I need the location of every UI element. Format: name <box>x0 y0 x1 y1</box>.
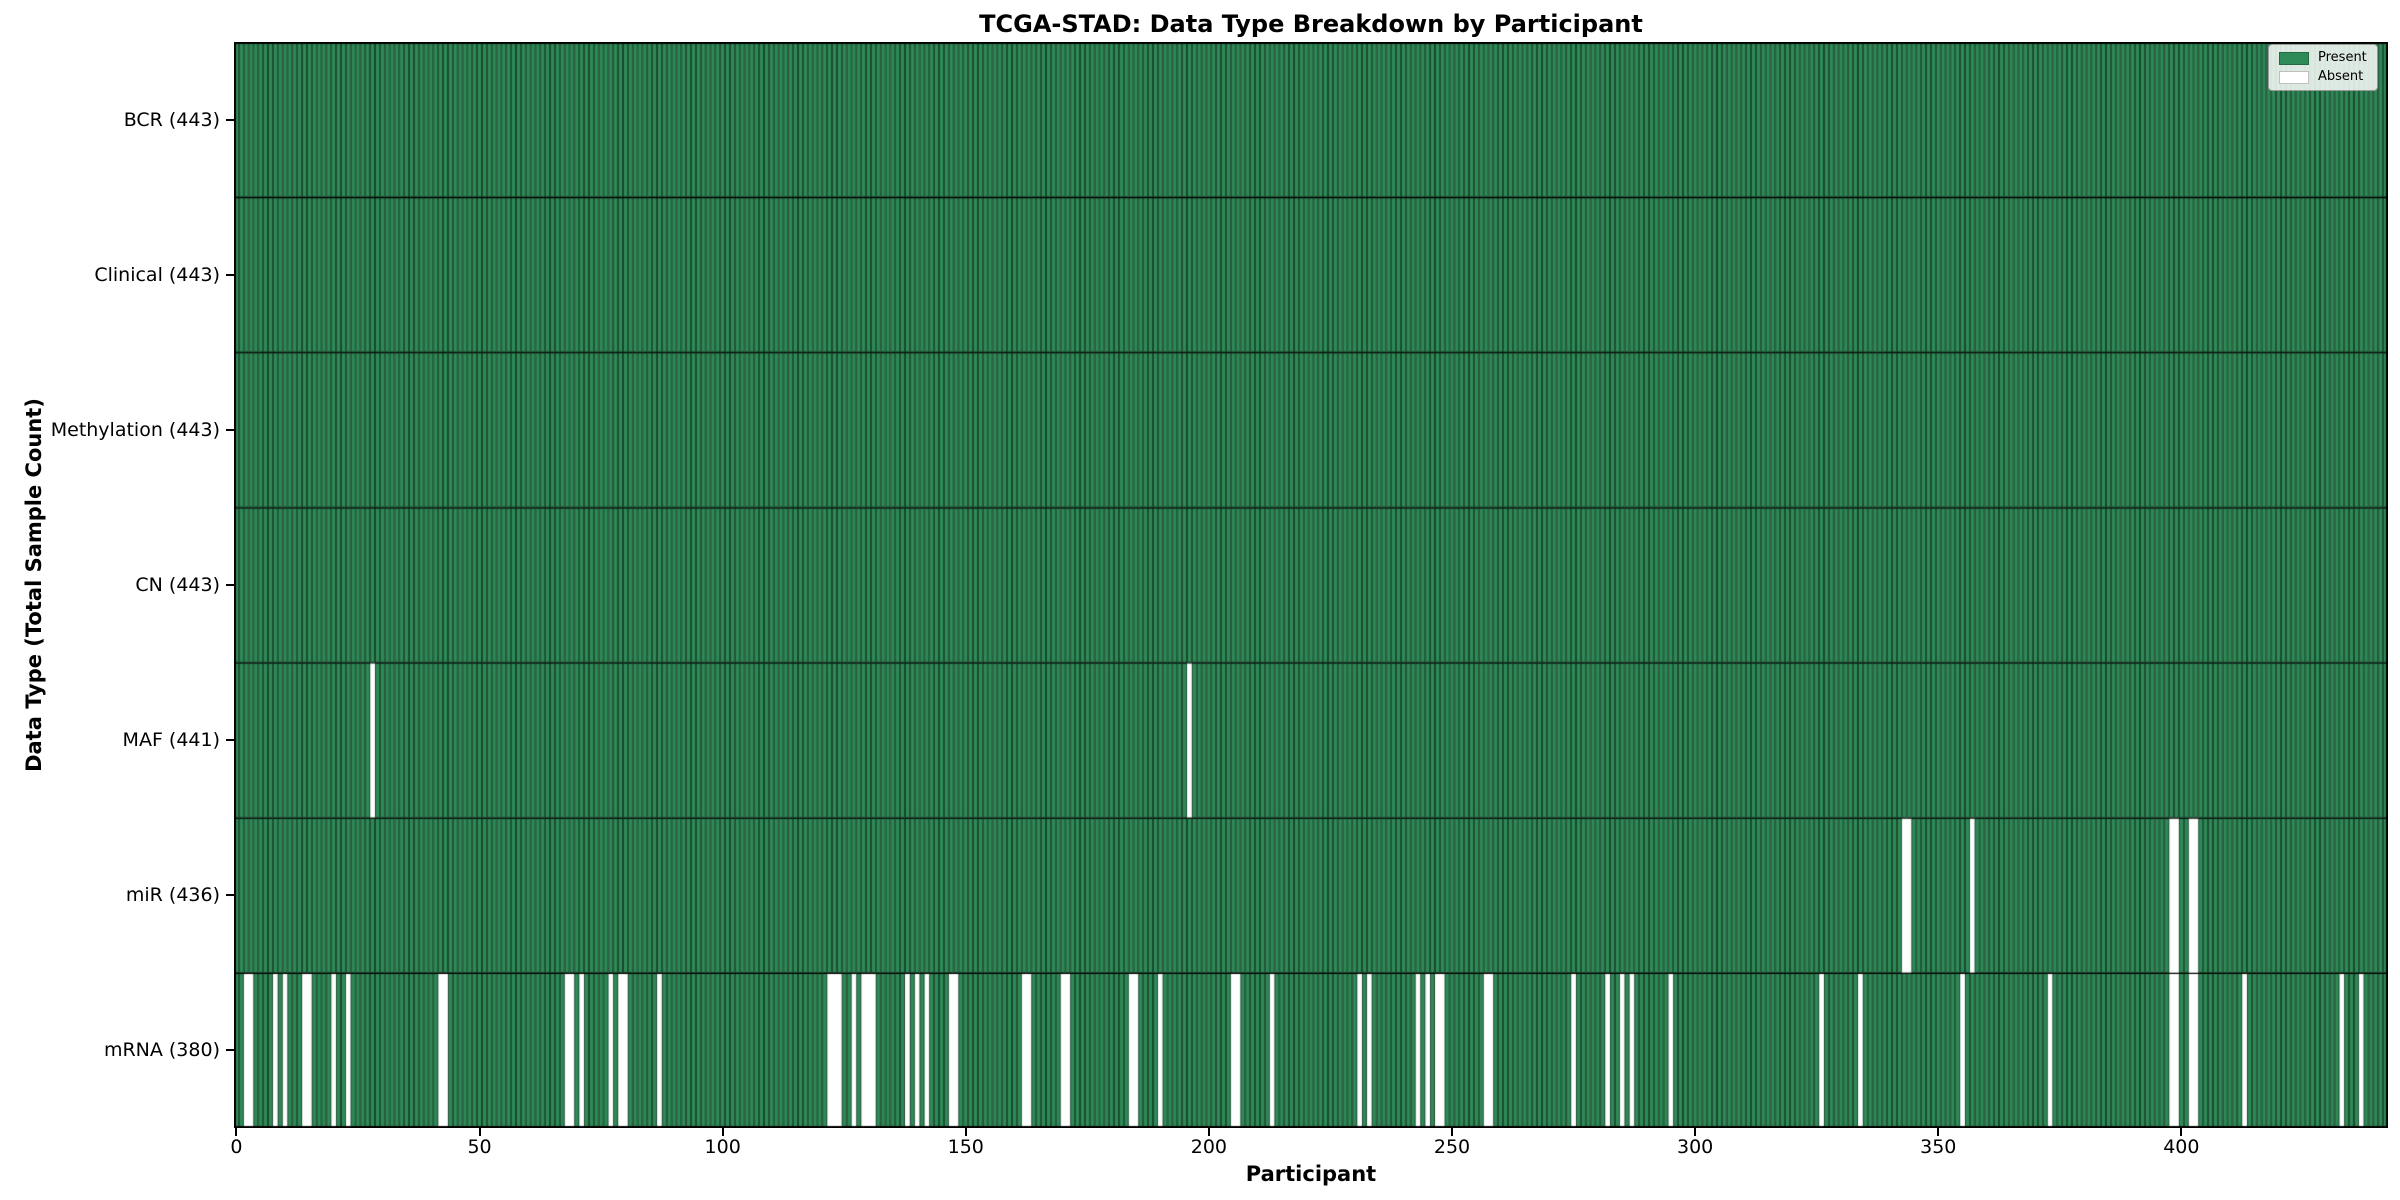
legend-label-absent: Absent <box>2318 69 2364 84</box>
x-tick-mark <box>1451 1128 1453 1136</box>
x-tick-mark <box>721 1128 724 1136</box>
legend-item-absent: Absent <box>2279 70 2367 84</box>
y-tick-label: Methylation (443) <box>50 418 220 441</box>
y-tick-mark <box>226 584 234 586</box>
plot-area-canvas <box>234 42 2388 1128</box>
y-tick-mark <box>226 739 234 742</box>
y-tick-label: mRNA (380) <box>103 1039 220 1062</box>
x-tick-mark <box>478 1128 481 1136</box>
x-tick-mark <box>964 1128 967 1136</box>
y-tick-label: CN (443) <box>135 574 220 596</box>
x-axis-label: Participant <box>1245 1162 1377 1186</box>
y-tick-mark <box>226 428 234 431</box>
x-tick-mark <box>235 1128 238 1136</box>
y-tick-mark <box>226 273 234 276</box>
y-tick-label: miR (436) <box>125 884 220 907</box>
chart-title: TCGA-STAD: Data Type Breakdown by Partic… <box>979 10 1643 38</box>
y-tick-label: MAF (441) <box>122 729 220 752</box>
x-tick-mark <box>1937 1128 1940 1136</box>
x-tick-label: 50 <box>467 1136 492 1158</box>
x-tick-label: 300 <box>1676 1136 1714 1158</box>
legend-swatch-absent <box>2279 70 2309 84</box>
x-tick-mark <box>1207 1128 1210 1136</box>
x-tick-label: 400 <box>2163 1136 2200 1158</box>
legend-item-present: Present <box>2279 51 2367 65</box>
y-tick-mark <box>226 118 234 121</box>
x-tick-mark <box>1694 1128 1697 1136</box>
x-tick-label: 200 <box>1190 1136 1228 1158</box>
x-tick-label: 150 <box>947 1136 984 1158</box>
y-tick-label: Clinical (443) <box>94 263 220 286</box>
x-tick-label: 100 <box>704 1136 741 1158</box>
y-tick-label: BCR (443) <box>123 108 220 131</box>
x-tick-label: 0 <box>230 1136 243 1158</box>
legend-swatch-present <box>2279 51 2309 65</box>
x-tick-label: 350 <box>1920 1136 1957 1158</box>
y-tick-mark <box>226 1049 234 1052</box>
y-tick-mark <box>226 894 234 897</box>
legend: Present Absent <box>2268 44 2378 91</box>
x-tick-mark <box>2180 1128 2183 1136</box>
legend-label-present: Present <box>2318 50 2367 65</box>
x-tick-label: 250 <box>1433 1136 1471 1158</box>
